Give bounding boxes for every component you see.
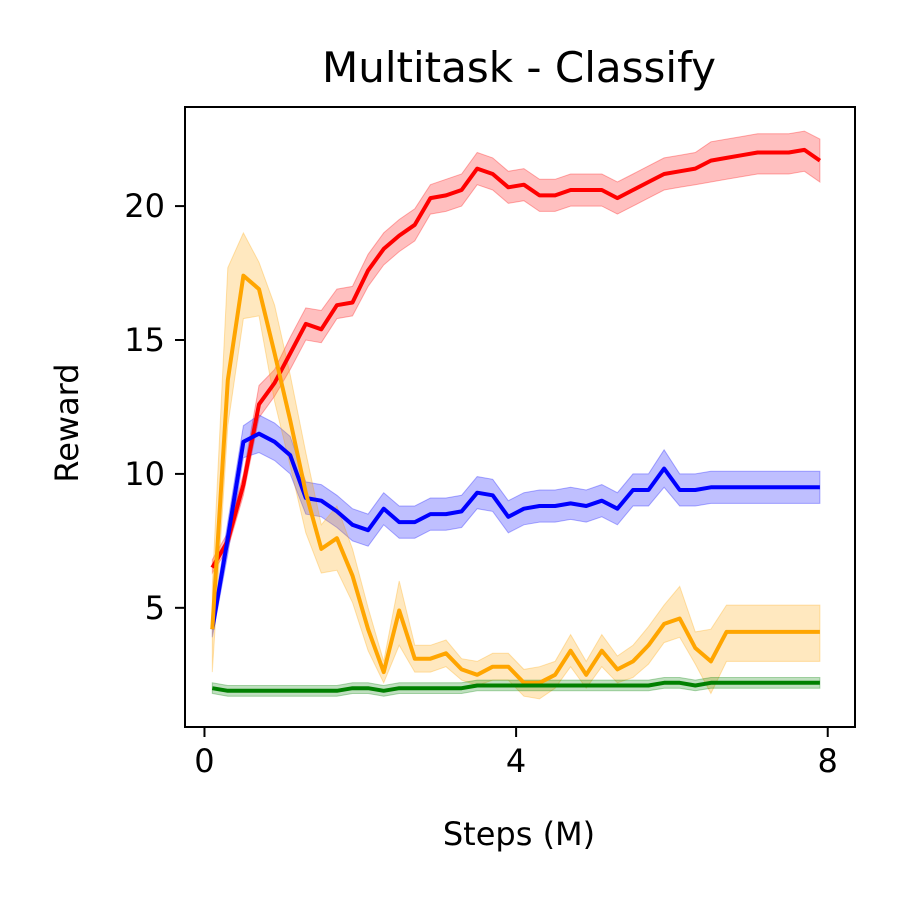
x-tick-label: 8 — [818, 742, 838, 780]
series-line-3 — [210, 273, 820, 685]
y-tick-label: 15 — [124, 321, 165, 359]
y-tick-label: 10 — [124, 455, 165, 493]
y-axis-ticks: 5 10 15 20 — [124, 187, 185, 627]
series-line-1 — [210, 147, 822, 569]
series-lines — [210, 147, 822, 693]
y-tick-label: 5 — [145, 589, 165, 627]
confidence-band-1 — [211, 130, 821, 575]
plot-area-frame — [184, 106, 856, 728]
confidence-band-3 — [211, 231, 821, 700]
chart-title: Multitask - Classify — [322, 43, 716, 92]
x-axis-label: Steps (M) — [443, 815, 595, 853]
y-axis-label: Reward — [48, 363, 86, 482]
series-line-2 — [210, 431, 820, 630]
x-tick-label: 0 — [194, 742, 214, 780]
series-line-4 — [211, 680, 820, 693]
y-tick-label: 20 — [124, 187, 165, 225]
x-axis-ticks: 0 4 8 — [194, 727, 838, 780]
x-tick-label: 4 — [506, 742, 526, 780]
